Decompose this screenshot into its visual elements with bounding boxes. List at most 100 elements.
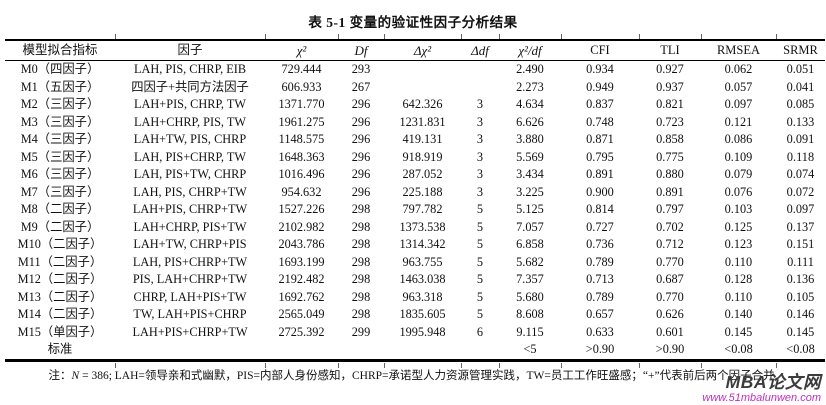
col-header-model: 模型拟合指标 <box>5 33 116 61</box>
watermark: MBA论文网 www.51mbalunwen.com <box>702 371 821 405</box>
cell-srmr: <0.08 <box>786 342 815 356</box>
cell-factors: PIS, LAH+CHRP+TW <box>132 272 248 286</box>
cell-delta-df: 5 <box>476 202 484 216</box>
col-header-rmsea: RMSEA <box>701 33 777 61</box>
cell-chi2: 2565.049 <box>278 307 325 321</box>
cell-model: M11（二因子） <box>17 254 103 269</box>
header-row: 模型拟合指标 因子 χ² Df Δχ² Δdf χ²/df CFI TLI RM… <box>5 33 825 61</box>
cell-cfi: 0.934 <box>586 62 614 76</box>
cell-chi2-over-df: 5.680 <box>516 289 544 304</box>
cell-rmsea: 0.145 <box>724 324 753 339</box>
cell-srmr: 0.111 <box>787 254 814 269</box>
cell-model: M15（单因子） <box>17 324 103 339</box>
cell-delta-df: 3 <box>476 132 484 146</box>
cell-chi2-over-df: <5 <box>499 341 562 368</box>
cell-rmsea: 0.057 <box>724 79 753 94</box>
cell-chi2 <box>265 341 339 368</box>
table-row: M5（三因子） LAH, PIS+CHRP, TW 1648.363 296 918.9… <box>5 149 825 167</box>
cell-chi2: 1648.363 <box>278 149 325 164</box>
cell-chi2-over-df: 3.225 <box>516 184 544 199</box>
cell-model: M4（三因子） <box>20 132 100 146</box>
cell-rmsea: 0.079 <box>724 167 753 181</box>
cell-factors: CHRP, LAH+PIS+TW <box>133 289 247 304</box>
cell-chi2: 1371.770 <box>278 97 325 111</box>
cell-srmr: 0.105 <box>786 289 815 304</box>
col-header-chi2-over-df: χ²/df <box>499 33 562 61</box>
cell-df: 298 <box>351 219 371 234</box>
watermark-site-name: MBA论文网 <box>725 371 821 392</box>
cell-cfi: 0.727 <box>586 219 614 234</box>
cell-df: 296 <box>351 149 371 164</box>
col-header-factors: 因子 <box>115 33 266 61</box>
cell-srmr: 0.091 <box>786 132 815 146</box>
cell-chi2-over-df: 2.273 <box>516 79 544 94</box>
cell-chi2-over-df: 6.858 <box>516 237 544 251</box>
table-row: M13（二因子） CHRP, LAH+PIS+TW 1692.762 298 963.3… <box>5 289 825 307</box>
table-row: M4（三因子） LAH+TW, PIS, CHRP 1148.575 296 419.1… <box>5 131 825 149</box>
cell-rmsea: 0.125 <box>724 219 753 234</box>
cell-srmr: 0.118 <box>786 149 815 164</box>
cell-chi2-over-df: 8.608 <box>516 307 544 321</box>
cell-chi2: 2192.482 <box>278 272 325 286</box>
cell-cfi: 0.633 <box>586 324 614 339</box>
cell-cfi: 0.900 <box>586 184 614 199</box>
cell-delta-chi2: 1373.538 <box>399 219 446 234</box>
cell-df: 298 <box>351 307 371 321</box>
cell-delta-df: 5 <box>476 289 484 304</box>
cell-rmsea: 0.086 <box>724 132 753 146</box>
cell-model: M0（四因子） <box>20 62 100 76</box>
table-row: M10（二因子） LAH+TW, CHRP+PIS 2043.786 298 1314.… <box>5 236 825 254</box>
cell-rmsea: 0.103 <box>724 202 753 216</box>
cell-delta-df: 5 <box>476 307 484 321</box>
note-prefix: 注： <box>48 369 72 382</box>
cell-srmr: 0.097 <box>786 202 815 216</box>
table-row: M2（三因子） LAH+PIS, CHRP, TW 1371.770 296 642.3… <box>5 96 825 114</box>
table-row: M8（二因子） LAH+PIS, CHRP+TW 1527.226 298 797.78… <box>5 201 825 219</box>
cell-df: 296 <box>351 114 371 129</box>
cell-delta-chi2: 963.755 <box>402 254 443 269</box>
note-text: = 386; LAH=领导亲和式幽默，PIS=内部人身份感知，CHRP=承诺型人… <box>79 369 778 382</box>
cell-tli: 0.927 <box>656 62 684 76</box>
cell-delta-df: 3 <box>476 167 484 181</box>
cell-tli: 0.601 <box>656 324 684 339</box>
cell-chi2-over-df: 2.490 <box>516 62 544 76</box>
table-body: M0（四因子） LAH, PIS, CHRP, EIB 729.444 293 2.49… <box>5 61 825 368</box>
cell-tli: 0.687 <box>656 272 684 286</box>
cell-delta-chi2 <box>384 79 461 97</box>
cell-srmr: 0.145 <box>786 324 815 339</box>
table-row: M15（单因子） LAH+PIS+CHRP+TW 2725.392 299 1995.9… <box>5 324 825 342</box>
cell-chi2-over-df: 9.115 <box>516 324 544 339</box>
table-row: M0（四因子） LAH, PIS, CHRP, EIB 729.444 293 2.49… <box>5 61 825 79</box>
table-row: M12（二因子） PIS, LAH+CHRP+TW 2192.482 298 1463.… <box>5 271 825 289</box>
cell-chi2-over-df: 4.634 <box>516 97 544 111</box>
cell-cfi: 0.871 <box>586 132 614 146</box>
cell-model: M9（二因子） <box>20 219 100 234</box>
cell-tli: 0.821 <box>656 97 684 111</box>
cell-chi2-over-df: 7.057 <box>516 219 544 234</box>
cell-tli: 0.770 <box>656 254 684 269</box>
cell-model: M8（二因子） <box>20 202 100 216</box>
cell-srmr: 0.041 <box>786 79 815 94</box>
cell-delta-df: 6 <box>476 324 484 339</box>
col-header-cfi: CFI <box>561 33 640 61</box>
cell-chi2-over-df: 7.357 <box>516 272 544 286</box>
cell-tli: 0.775 <box>656 149 684 164</box>
cell-model: 标准 <box>5 341 116 368</box>
cell-tli: 0.797 <box>656 202 684 216</box>
cell-factors: LAH, PIS+TW, CHRP <box>133 167 247 181</box>
cell-delta-df: 3 <box>476 114 484 129</box>
cell-chi2: 1961.275 <box>278 114 325 129</box>
cell-srmr: 0.137 <box>786 219 815 234</box>
col-header-df: Df <box>338 33 385 61</box>
cell-df: 267 <box>351 79 371 94</box>
cell-model: M12（二因子） <box>17 272 103 286</box>
cell-rmsea: 0.110 <box>724 289 753 304</box>
cell-cfi: 0.736 <box>586 237 614 251</box>
cell-srmr: 0.072 <box>786 184 815 199</box>
cell-factors: LAH, PIS+CHRP+TW <box>132 254 248 269</box>
cell-rmsea: 0.121 <box>724 114 753 129</box>
cell-df: 298 <box>351 202 371 216</box>
cell-srmr: 0.136 <box>786 272 815 286</box>
cell-model: M2（三因子） <box>20 97 100 111</box>
cell-delta-df: 5 <box>476 254 484 269</box>
